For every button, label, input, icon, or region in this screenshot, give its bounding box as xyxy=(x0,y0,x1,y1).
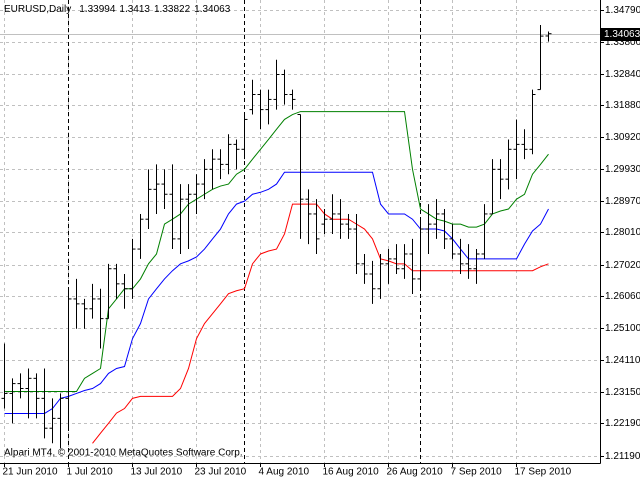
chart-title: EURUSD,Daily xyxy=(4,4,71,15)
y-tick-label: 1.31880 xyxy=(605,100,640,111)
header-low: 1.33822 xyxy=(154,4,191,15)
y-tick-label: 1.28970 xyxy=(605,196,640,207)
y-tick-label: 1.32840 xyxy=(605,69,640,80)
x-tick-label: 21 Jun 2010 xyxy=(3,467,58,478)
x-tick-label: 26 Aug 2010 xyxy=(387,467,444,478)
y-tick-label: 1.28010 xyxy=(605,227,640,238)
x-tick-label: 13 Jul 2010 xyxy=(131,467,183,478)
header-close: 1.34063 xyxy=(194,4,231,15)
price-label-box xyxy=(601,28,640,41)
chart-header: EURUSD,Daily 1.33994 1.3413 1.33822 1.34063 xyxy=(4,4,231,15)
y-tick-label: 1.22190 xyxy=(605,418,640,429)
x-tick-label: 16 Aug 2010 xyxy=(323,467,380,478)
y-tick-label: 1.26060 xyxy=(605,291,640,302)
x-tick-label: 23 Jul 2010 xyxy=(195,467,247,478)
indicator-line xyxy=(92,203,549,444)
y-tick-label: 1.34790 xyxy=(605,5,640,16)
header-high: 1.3413 xyxy=(119,4,150,15)
x-tick-label: 7 Sep 2010 xyxy=(451,467,503,478)
credit: Alpari MT4, © 2001-2010 MetaQuotes Softw… xyxy=(4,448,243,459)
plot xyxy=(1,24,552,449)
indicator-line xyxy=(4,111,549,392)
y-tick-label: 1.25100 xyxy=(605,323,640,334)
y-tick-label: 1.27020 xyxy=(605,260,640,271)
x-tick-label: 4 Aug 2010 xyxy=(259,467,310,478)
y-tick-label: 1.33800 xyxy=(605,37,640,48)
y-tick-label: 1.29930 xyxy=(605,164,640,175)
y-tick-label: 1.30920 xyxy=(605,132,640,143)
indicator-line xyxy=(4,171,549,414)
y-tick-label: 1.23150 xyxy=(605,387,640,398)
x-tick-label: 17 Sep 2010 xyxy=(515,467,572,478)
y-tick-label: 1.24110 xyxy=(605,355,640,366)
y-tick-label: 1.21190 xyxy=(605,451,640,462)
header-open: 1.33994 xyxy=(79,4,116,15)
x-tick-label: 1 Jul 2010 xyxy=(67,467,114,478)
price-label: 1.34063 xyxy=(604,29,640,40)
